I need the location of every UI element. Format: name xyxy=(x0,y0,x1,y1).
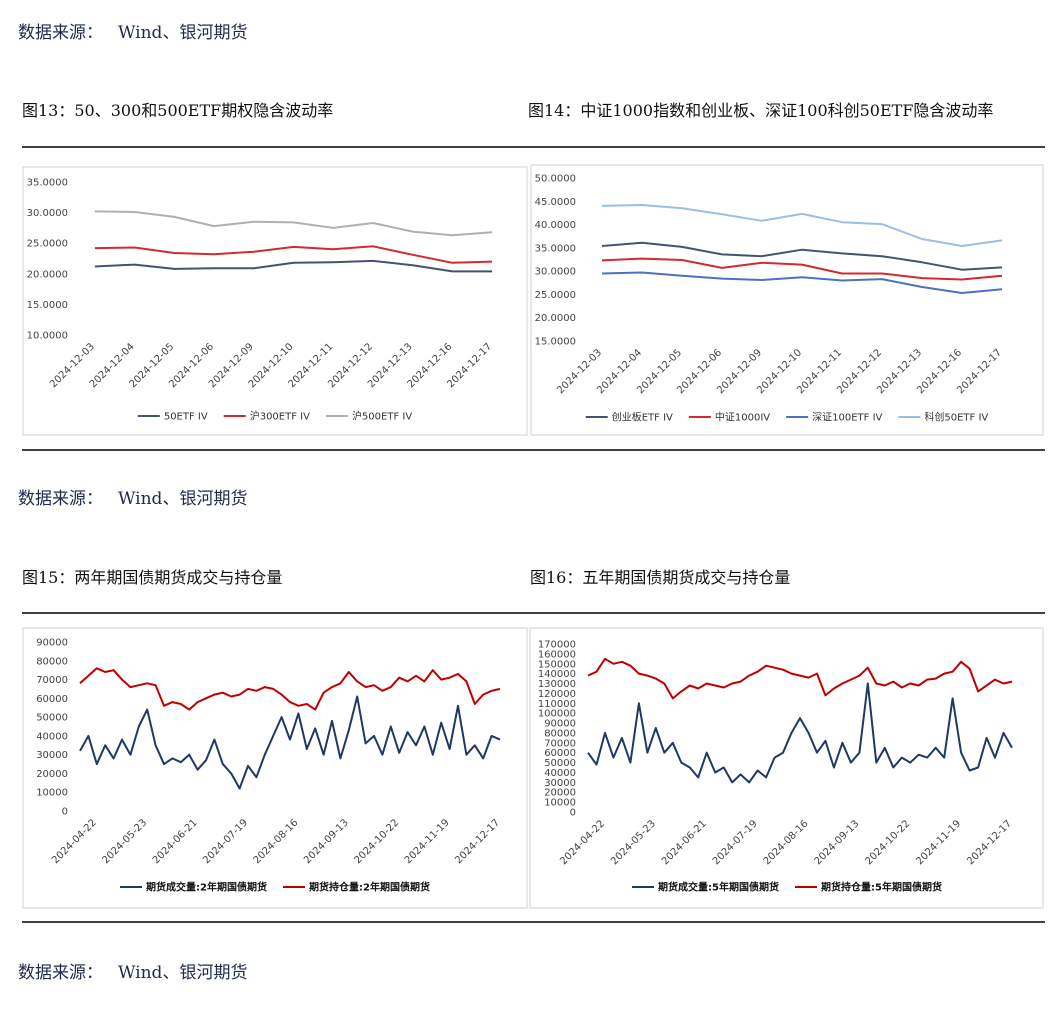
y-tick-label: 50.0000 xyxy=(535,174,576,185)
chart-title: 图14：中证1000指数和创业板、深证100科创50ETF隐含波动率 xyxy=(528,101,993,120)
legend-label: 50ETF IV xyxy=(164,412,208,423)
y-tick-label: 50000 xyxy=(544,758,576,769)
y-tick-label: 10.0000 xyxy=(27,331,68,342)
chart-frame xyxy=(529,627,1044,909)
y-tick-label: 35.0000 xyxy=(27,178,68,189)
y-tick-label: 40000 xyxy=(544,768,576,779)
series-line xyxy=(587,657,1013,700)
y-tick-label: 15.0000 xyxy=(27,300,68,311)
source-text: Wind、银河期货 xyxy=(118,489,247,509)
series-line xyxy=(587,682,1013,784)
y-tick-label: 0 xyxy=(62,807,68,818)
legend-label: 深证100ETF IV xyxy=(812,412,882,424)
y-tick-label: 80000 xyxy=(544,728,576,739)
series-line xyxy=(94,245,493,264)
chart-title: 图16：五年期国债期货成交与持仓量 xyxy=(530,568,790,587)
source-label: 数据来源： xyxy=(18,963,103,983)
y-tick-label: 30.0000 xyxy=(27,208,68,219)
y-tick-label: 90000 xyxy=(544,719,576,730)
y-tick-label: 110000 xyxy=(538,699,576,710)
y-tick-label: 70000 xyxy=(544,738,576,749)
y-tick-label: 45.0000 xyxy=(535,197,576,208)
y-tick-label: 15.0000 xyxy=(535,337,576,348)
y-tick-label: 60000 xyxy=(36,694,68,705)
series-line xyxy=(601,271,1003,294)
y-tick-label: 50000 xyxy=(36,713,68,724)
chart-frame xyxy=(22,627,528,909)
legend-label: 创业板ETF IV xyxy=(612,411,673,424)
series-line xyxy=(601,257,1003,281)
y-tick-label: 25.0000 xyxy=(535,290,576,301)
legend-label: 期货持仓量:5年期国债期货 xyxy=(821,881,942,894)
series-line xyxy=(79,695,501,790)
y-tick-label: 60000 xyxy=(544,748,576,759)
y-tick-label: 30000 xyxy=(36,750,68,761)
y-tick-label: 130000 xyxy=(538,679,576,690)
y-tick-label: 20.0000 xyxy=(27,269,68,280)
series-line xyxy=(94,210,493,237)
legend-label: 中证1000IV xyxy=(715,411,770,424)
y-tick-label: 40.0000 xyxy=(535,220,576,231)
legend-label: 期货持仓量:2年期国债期货 xyxy=(309,881,430,894)
legend-label: 科创50ETF IV xyxy=(924,411,988,424)
source-label: 数据来源： xyxy=(18,23,103,43)
series-line xyxy=(79,667,501,711)
y-tick-label: 25.0000 xyxy=(27,239,68,250)
y-tick-label: 120000 xyxy=(538,689,576,700)
y-tick-label: 150000 xyxy=(538,659,576,670)
y-tick-label: 40000 xyxy=(36,731,68,742)
y-tick-label: 20000 xyxy=(544,788,576,799)
series-line xyxy=(601,204,1003,247)
y-tick-label: 30.0000 xyxy=(535,267,576,278)
y-tick-label: 0 xyxy=(570,808,576,819)
y-tick-label: 160000 xyxy=(538,649,576,660)
series-line xyxy=(601,241,1003,271)
y-tick-label: 80000 xyxy=(36,656,68,667)
source-text: Wind、银河期货 xyxy=(118,23,247,43)
source-text: Wind、银河期货 xyxy=(118,963,247,983)
legend-label: 期货成交量:2年期国债期货 xyxy=(146,881,267,894)
source-label: 数据来源： xyxy=(18,489,103,509)
legend-label: 期货成交量:5年期国债期货 xyxy=(658,881,779,894)
y-tick-label: 35.0000 xyxy=(535,243,576,254)
y-tick-label: 170000 xyxy=(538,640,576,651)
y-tick-label: 10000 xyxy=(36,788,68,799)
y-tick-label: 20000 xyxy=(36,769,68,780)
legend-label: 沪300ETF IV xyxy=(250,410,310,423)
chart-title: 图15：两年期国债期货成交与持仓量 xyxy=(22,568,282,587)
y-tick-label: 30000 xyxy=(544,778,576,789)
chart-title: 图13：50、300和500ETF期权隐含波动率 xyxy=(22,101,333,120)
y-tick-label: 10000 xyxy=(544,798,576,809)
y-tick-label: 90000 xyxy=(36,638,68,649)
y-tick-label: 20.0000 xyxy=(535,313,576,324)
y-tick-label: 70000 xyxy=(36,675,68,686)
y-tick-label: 100000 xyxy=(538,709,576,720)
chart-frame xyxy=(22,166,528,436)
chart-frame xyxy=(530,164,1044,436)
series-line xyxy=(94,259,493,273)
y-tick-label: 140000 xyxy=(538,669,576,680)
legend-label: 沪500ETF IV xyxy=(352,410,412,423)
